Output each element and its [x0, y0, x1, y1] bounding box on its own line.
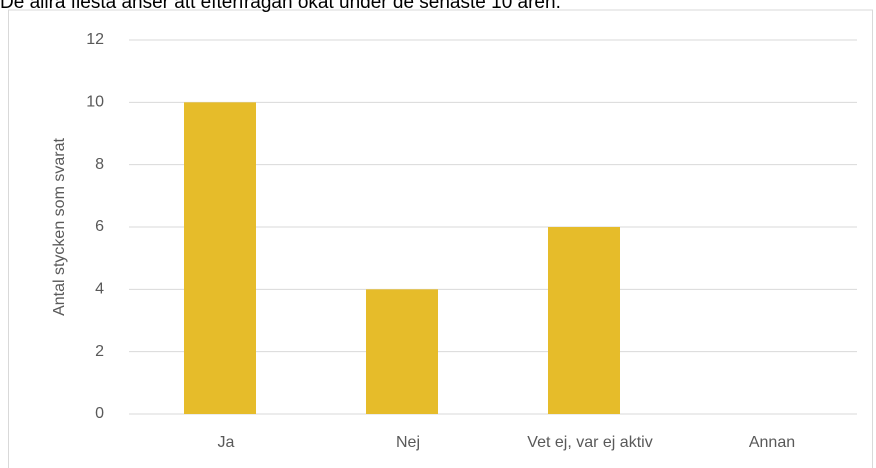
y-axis-label: Antal stycken som svarat — [51, 138, 68, 316]
y-tick-label: 8 — [95, 156, 104, 173]
x-tick-label: Annan — [749, 434, 795, 451]
bar — [184, 102, 256, 414]
y-tick-label: 4 — [95, 281, 104, 298]
x-tick-label: Ja — [218, 434, 235, 451]
x-tick-label: Vet ej, var ej aktiv — [527, 434, 652, 451]
y-tick-label: 0 — [95, 405, 104, 422]
bar — [366, 289, 438, 414]
x-tick-label: Nej — [396, 434, 420, 451]
y-tick-label: 10 — [86, 94, 104, 111]
y-tick-label: 6 — [95, 218, 104, 235]
chart-frame — [8, 9, 873, 468]
bar — [548, 227, 620, 414]
y-tick-label: 2 — [95, 343, 104, 360]
chart-title: De allra flesta anser att efterfrågan ök… — [0, 0, 561, 13]
y-tick-label: 12 — [86, 31, 104, 48]
